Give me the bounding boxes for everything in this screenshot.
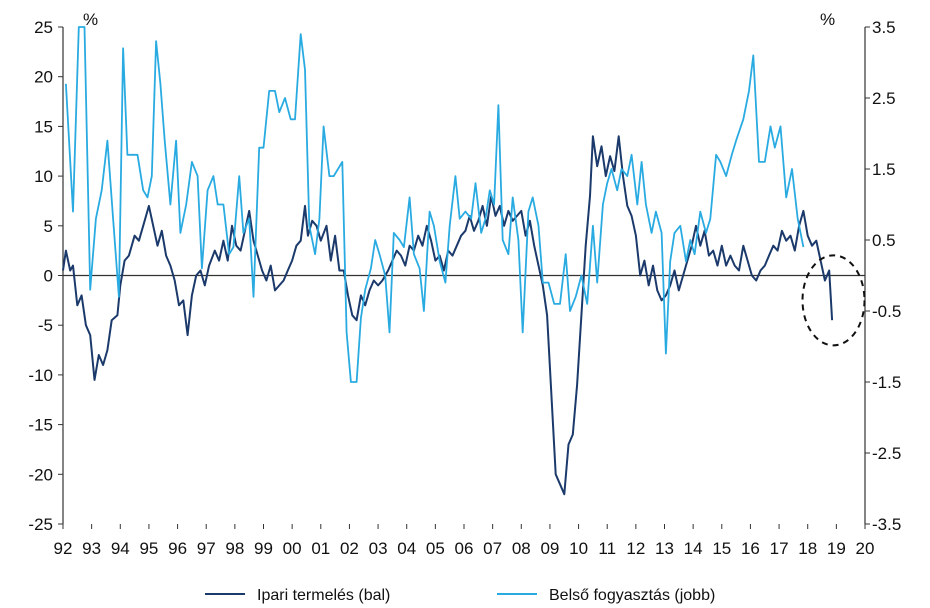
x-tick-label: 10 (569, 539, 588, 558)
left-tick-label: 5 (44, 217, 53, 236)
left-tick-label: -25 (28, 515, 53, 534)
axes: 25 20 15 10 5 0 -5 -10 -15 -20 -25 3.5 2.5 1.5 0.5 -0.5… (28, 10, 901, 558)
left-tick-label: 25 (34, 18, 53, 37)
left-axis-unit: % (83, 10, 98, 29)
legend-label-domestic-consumption: Belső fogyasztás (jobb) (549, 587, 715, 604)
x-tick-label: 07 (483, 539, 502, 558)
series-layer (62, 26, 834, 496)
x-tick-label: 95 (139, 539, 158, 558)
x-tick-label: 13 (655, 539, 674, 558)
right-tick-label: -3.5 (872, 515, 901, 534)
x-tick-label: 18 (798, 539, 817, 558)
legend-label-industrial-production: Ipari termelés (bal) (257, 587, 390, 604)
left-tick-label: 10 (34, 167, 53, 186)
left-tick-label: -10 (28, 366, 53, 385)
x-tick-label: 96 (168, 539, 187, 558)
annotation-layer (801, 254, 866, 347)
x-tick-label: 92 (54, 539, 73, 558)
right-tick-label: 3.5 (872, 18, 896, 37)
x-tick-label: 12 (626, 539, 645, 558)
x-tick-label: 14 (684, 539, 703, 558)
left-tick-label: -5 (38, 316, 53, 335)
x-tick-label: 00 (283, 539, 302, 558)
x-tick-label: 99 (254, 539, 273, 558)
x-tick-label: 93 (82, 539, 101, 558)
right-axis-unit: % (820, 10, 835, 29)
x-tick-label: 05 (426, 539, 445, 558)
left-tick-label: 0 (44, 267, 53, 286)
x-tick-label: 01 (311, 539, 330, 558)
left-tick-label: -20 (28, 465, 53, 484)
x-tick-label: 08 (512, 539, 531, 558)
legend: Ipari termelés (bal) Belső fogyasztás (j… (205, 587, 715, 604)
x-tick-label: 03 (369, 539, 388, 558)
x-tick-label: 94 (111, 539, 130, 558)
left-tick-label: -15 (28, 416, 53, 435)
right-tick-label: -0.5 (872, 302, 901, 321)
x-tick-label: 02 (340, 539, 359, 558)
series-line-industrial-production (62, 135, 834, 496)
series-line-domestic-consumption (65, 26, 805, 383)
right-tick-label: 0.5 (872, 231, 896, 250)
x-tick-label: 19 (827, 539, 846, 558)
x-tick-label: 16 (741, 539, 760, 558)
x-tick-label: 98 (225, 539, 244, 558)
x-tick-label: 09 (540, 539, 559, 558)
x-tick-label: 04 (397, 539, 416, 558)
right-tick-label: -2.5 (872, 444, 901, 463)
x-tick-label: 15 (712, 539, 731, 558)
left-tick-label: 20 (34, 68, 53, 87)
right-tick-label: 2.5 (872, 89, 896, 108)
x-tick-label: 97 (197, 539, 216, 558)
left-tick-label: 15 (34, 117, 53, 136)
right-tick-label: -1.5 (872, 373, 901, 392)
x-tick-label: 17 (770, 539, 789, 558)
x-tick-label: 20 (856, 539, 875, 558)
x-tick-label: 06 (455, 539, 474, 558)
x-tick-label: 11 (598, 539, 616, 558)
highlight-dashed-ellipse (801, 254, 866, 347)
right-tick-label: 1.5 (872, 160, 896, 179)
